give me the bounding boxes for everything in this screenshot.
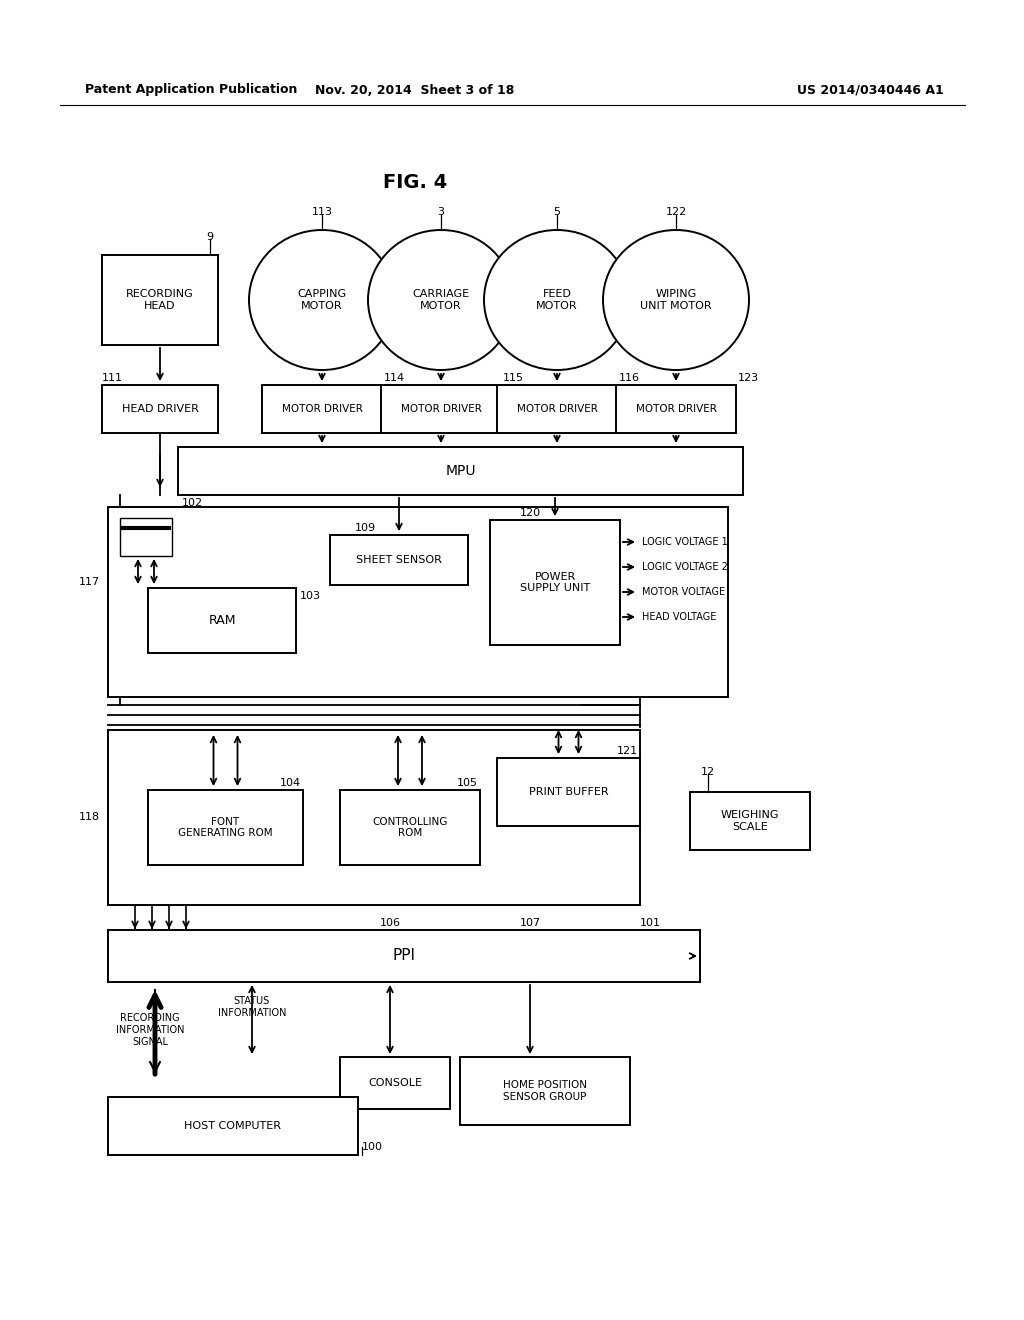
Text: FONT
GENERATING ROM: FONT GENERATING ROM bbox=[178, 817, 272, 838]
Text: PPI: PPI bbox=[392, 949, 416, 964]
Text: 115: 115 bbox=[503, 374, 524, 383]
Text: 114: 114 bbox=[384, 374, 406, 383]
Bar bbox=[108, 730, 640, 906]
Text: 113: 113 bbox=[311, 207, 333, 216]
Bar bbox=[178, 447, 743, 495]
Bar bbox=[120, 517, 172, 556]
Bar bbox=[108, 507, 728, 697]
Bar bbox=[102, 385, 218, 433]
Text: RECORDING
INFORMATION
SIGNAL: RECORDING INFORMATION SIGNAL bbox=[116, 1014, 184, 1047]
Text: HOST COMPUTER: HOST COMPUTER bbox=[184, 1121, 282, 1131]
Bar bbox=[148, 789, 303, 865]
Bar bbox=[108, 1097, 358, 1155]
Text: 12: 12 bbox=[701, 767, 715, 777]
Text: FIG. 4: FIG. 4 bbox=[383, 173, 447, 191]
Text: 103: 103 bbox=[300, 591, 321, 601]
Bar bbox=[497, 758, 640, 826]
Text: Nov. 20, 2014  Sheet 3 of 18: Nov. 20, 2014 Sheet 3 of 18 bbox=[315, 83, 515, 96]
Text: MOTOR VOLTAGE: MOTOR VOLTAGE bbox=[642, 587, 725, 597]
Text: 117: 117 bbox=[79, 577, 100, 587]
Bar bbox=[490, 520, 620, 645]
Text: MPU: MPU bbox=[445, 465, 476, 478]
Text: HOME POSITION
SENSOR GROUP: HOME POSITION SENSOR GROUP bbox=[503, 1080, 587, 1102]
Ellipse shape bbox=[484, 230, 630, 370]
Text: FEED
MOTOR: FEED MOTOR bbox=[537, 289, 578, 310]
Text: 104: 104 bbox=[280, 777, 301, 788]
Text: 9: 9 bbox=[207, 232, 214, 242]
Text: MOTOR DRIVER: MOTOR DRIVER bbox=[400, 404, 481, 414]
Bar bbox=[262, 385, 382, 433]
Text: 3: 3 bbox=[437, 207, 444, 216]
Text: 107: 107 bbox=[519, 917, 541, 928]
Ellipse shape bbox=[249, 230, 395, 370]
Text: 121: 121 bbox=[616, 746, 638, 756]
Bar bbox=[497, 385, 617, 433]
Text: MOTOR DRIVER: MOTOR DRIVER bbox=[636, 404, 717, 414]
Text: LOGIC VOLTAGE 1: LOGIC VOLTAGE 1 bbox=[642, 537, 728, 546]
Text: 100: 100 bbox=[362, 1142, 383, 1152]
Text: US 2014/0340446 A1: US 2014/0340446 A1 bbox=[797, 83, 943, 96]
Text: CARRIAGE
MOTOR: CARRIAGE MOTOR bbox=[413, 289, 470, 310]
Bar bbox=[340, 1057, 450, 1109]
Text: PRINT BUFFER: PRINT BUFFER bbox=[528, 787, 608, 797]
Bar bbox=[460, 1057, 630, 1125]
Text: WIPING
UNIT MOTOR: WIPING UNIT MOTOR bbox=[640, 289, 712, 310]
Text: 5: 5 bbox=[554, 207, 560, 216]
Text: CONSOLE: CONSOLE bbox=[368, 1078, 422, 1088]
Text: 102: 102 bbox=[182, 498, 203, 508]
Text: HEAD VOLTAGE: HEAD VOLTAGE bbox=[642, 612, 717, 622]
Text: 116: 116 bbox=[618, 374, 640, 383]
Bar bbox=[340, 789, 480, 865]
Text: HEAD DRIVER: HEAD DRIVER bbox=[122, 404, 199, 414]
Bar bbox=[148, 587, 296, 653]
Text: 105: 105 bbox=[457, 777, 478, 788]
Text: Patent Application Publication: Patent Application Publication bbox=[85, 83, 297, 96]
Text: RECORDING
HEAD: RECORDING HEAD bbox=[126, 289, 194, 310]
Text: RAM: RAM bbox=[208, 614, 236, 627]
Ellipse shape bbox=[603, 230, 749, 370]
Text: MOTOR DRIVER: MOTOR DRIVER bbox=[516, 404, 597, 414]
Ellipse shape bbox=[368, 230, 514, 370]
Text: 101: 101 bbox=[640, 917, 662, 928]
Bar bbox=[616, 385, 736, 433]
Text: 122: 122 bbox=[666, 207, 687, 216]
Text: STATUS
INFORMATION: STATUS INFORMATION bbox=[218, 997, 287, 1018]
Bar bbox=[108, 931, 700, 982]
Text: POWER
SUPPLY UNIT: POWER SUPPLY UNIT bbox=[520, 572, 590, 593]
Text: 109: 109 bbox=[355, 523, 376, 533]
Bar bbox=[381, 385, 501, 433]
Text: 118: 118 bbox=[79, 813, 100, 822]
Text: 111: 111 bbox=[102, 374, 123, 383]
Text: 120: 120 bbox=[520, 508, 541, 517]
Text: LOGIC VOLTAGE 2: LOGIC VOLTAGE 2 bbox=[642, 562, 728, 572]
Text: 123: 123 bbox=[738, 374, 759, 383]
Text: SHEET SENSOR: SHEET SENSOR bbox=[356, 554, 442, 565]
Bar bbox=[330, 535, 468, 585]
Text: WEIGHING
SCALE: WEIGHING SCALE bbox=[721, 810, 779, 832]
Text: 106: 106 bbox=[380, 917, 400, 928]
Bar bbox=[690, 792, 810, 850]
Text: CAPPING
MOTOR: CAPPING MOTOR bbox=[297, 289, 346, 310]
Text: MOTOR DRIVER: MOTOR DRIVER bbox=[282, 404, 362, 414]
Bar bbox=[102, 255, 218, 345]
Text: CONTROLLING
ROM: CONTROLLING ROM bbox=[373, 817, 447, 838]
